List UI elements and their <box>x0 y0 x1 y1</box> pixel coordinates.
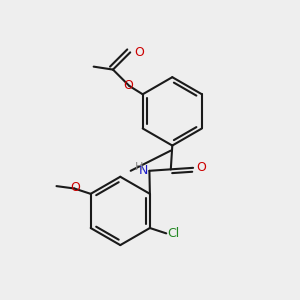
Text: O: O <box>134 46 144 59</box>
Text: N: N <box>139 164 148 177</box>
Text: O: O <box>123 79 133 92</box>
Text: Cl: Cl <box>168 227 180 240</box>
Text: H: H <box>134 162 143 172</box>
Text: O: O <box>197 161 206 174</box>
Text: O: O <box>70 182 80 194</box>
